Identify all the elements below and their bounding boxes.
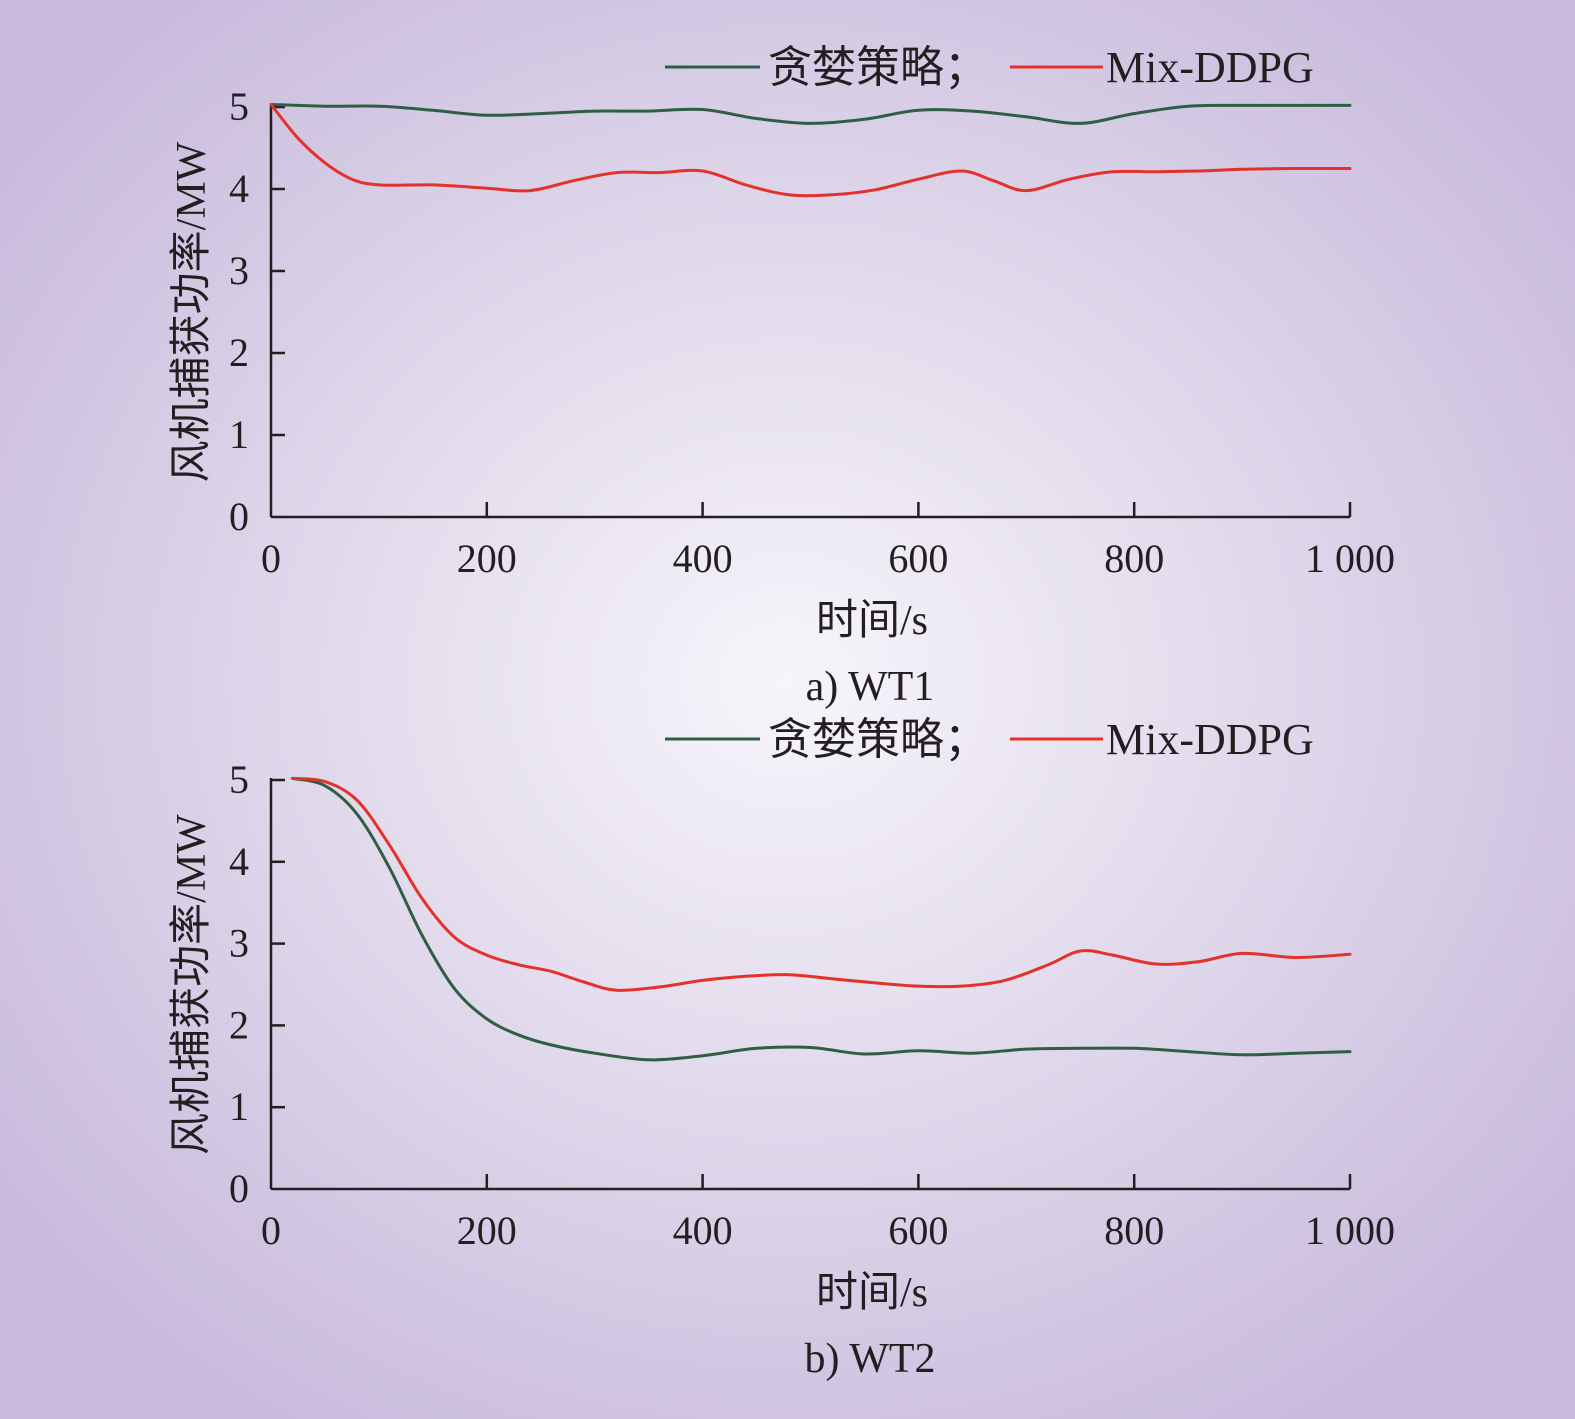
x-tick-label: 600 xyxy=(888,536,948,581)
y-tick-label: 5 xyxy=(229,757,249,802)
panel-caption: a) WT1 xyxy=(806,664,935,710)
x-tick-label: 0 xyxy=(261,536,281,581)
x-tick-label: 0 xyxy=(261,1208,281,1253)
y-tick-label: 4 xyxy=(229,839,249,884)
legend-separator: ； xyxy=(944,43,988,92)
x-tick-label: 600 xyxy=(888,1208,948,1253)
series-line-greedy xyxy=(291,776,1352,1062)
y-tick-label: 5 xyxy=(229,84,249,129)
legend-label-greedy: 贪婪策略 xyxy=(768,43,944,92)
series-line-mix-ddpg xyxy=(291,776,1352,992)
panel-caption: b) WT2 xyxy=(804,1336,935,1382)
y-tick-label: 2 xyxy=(229,1002,249,1047)
x-tick-label: 200 xyxy=(457,536,517,581)
y-tick-label: 3 xyxy=(229,921,249,966)
y-tick-label: 0 xyxy=(229,1166,249,1211)
x-tick-label: 800 xyxy=(1104,1208,1164,1253)
legend-label-greedy: 贪婪策略 xyxy=(768,715,944,764)
series-line-greedy xyxy=(269,103,1352,125)
y-tick-label: 1 xyxy=(229,1084,249,1129)
chart-panel-wt1: 0 1 2 3 4 5 0 200 400 600 800 1 000 贪婪策略 ； Mix-DDPG… xyxy=(168,43,1395,710)
x-tick-label: 1 000 xyxy=(1305,536,1395,581)
x-tick-label: 1 000 xyxy=(1305,1208,1395,1253)
y-axis-title: 风机捕获功率/MW xyxy=(168,141,215,482)
legend-label-mix-ddpg: Mix-DDPG xyxy=(1106,43,1314,92)
x-axis-title: 时间/s xyxy=(816,1270,928,1316)
legend: 贪婪策略 ； Mix-DDPG xyxy=(665,43,1314,92)
legend-label-mix-ddpg: Mix-DDPG xyxy=(1106,715,1314,764)
legend-separator: ； xyxy=(944,715,988,764)
x-axis-title: 时间/s xyxy=(816,598,928,644)
x-tick-label: 400 xyxy=(673,1208,733,1253)
legend: 贪婪策略 ； Mix-DDPG xyxy=(665,715,1314,764)
x-tick-label: 200 xyxy=(457,1208,517,1253)
x-tick-label: 400 xyxy=(673,536,733,581)
y-tick-label: 0 xyxy=(229,494,249,539)
x-tick-label: 800 xyxy=(1104,536,1164,581)
y-tick-label: 3 xyxy=(229,248,249,293)
chart-panel-wt2: 0 1 2 3 4 5 0 200 400 600 800 1 000 贪婪策略 ； Mix-DDPG… xyxy=(168,715,1395,1382)
y-tick-label: 4 xyxy=(229,166,249,211)
y-tick-label: 1 xyxy=(229,412,249,457)
y-axis-title: 风机捕获功率/MW xyxy=(168,814,215,1155)
y-tick-label: 2 xyxy=(229,330,249,375)
axes: 0 1 2 3 4 5 0 200 400 600 800 1 000 xyxy=(229,757,1395,1253)
series-line-mix-ddpg xyxy=(269,103,1352,198)
axes: 0 1 2 3 4 5 0 200 400 600 800 1 000 xyxy=(229,84,1395,581)
